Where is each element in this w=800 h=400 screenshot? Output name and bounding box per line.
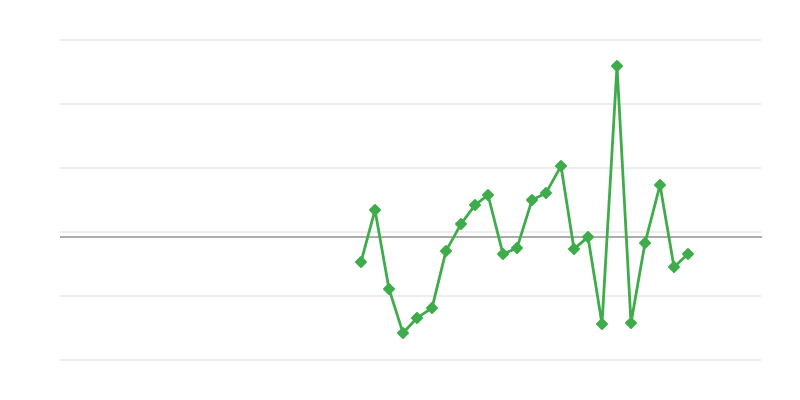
data-point-marker <box>497 248 509 260</box>
data-point-marker <box>482 189 494 201</box>
data-point-marker <box>411 312 423 324</box>
data-point-marker <box>469 199 481 211</box>
data-point-marker <box>668 261 680 273</box>
data-point-marker <box>426 302 438 314</box>
data-point-marker <box>526 194 538 206</box>
data-point-marker <box>355 256 367 268</box>
data-point-marker <box>639 237 651 249</box>
data-point-marker <box>397 327 409 339</box>
data-point-marker <box>455 218 467 230</box>
data-point-marker <box>582 231 594 243</box>
data-point-marker <box>511 242 523 254</box>
data-point-marker <box>568 243 580 255</box>
data-point-marker <box>440 245 452 257</box>
data-point-marker <box>682 248 694 260</box>
data-point-marker <box>555 160 567 172</box>
data-point-marker <box>540 187 552 199</box>
data-point-marker <box>369 204 381 216</box>
data-point-marker <box>611 60 623 72</box>
data-point-marker <box>383 283 395 295</box>
data-point-marker <box>596 318 608 330</box>
data-point-marker <box>625 317 637 329</box>
data-point-marker <box>654 179 666 191</box>
